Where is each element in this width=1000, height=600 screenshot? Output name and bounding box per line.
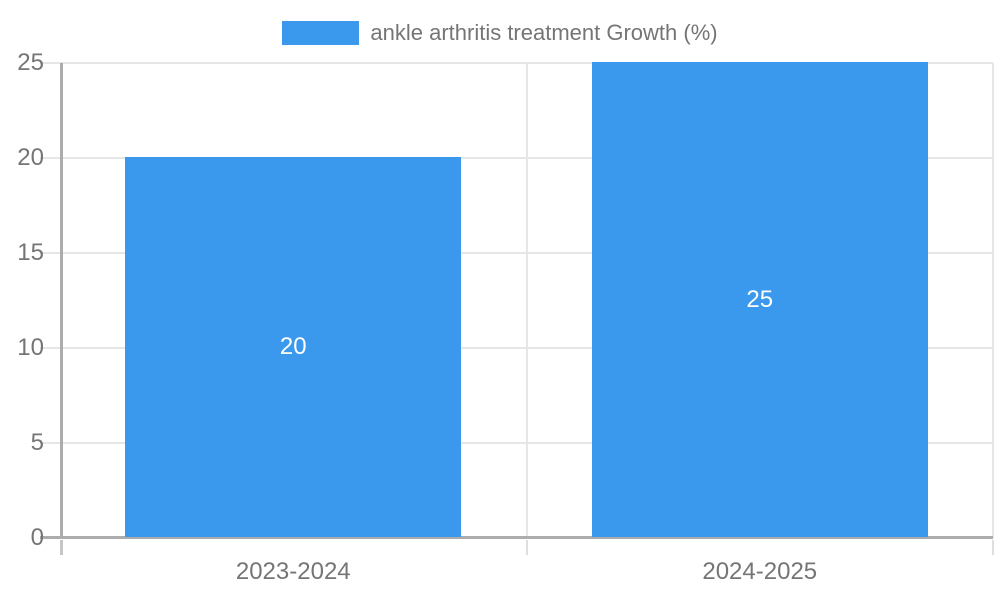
legend-label: ankle arthritis treatment Growth (%) — [370, 20, 718, 45]
y-tick-label: 25 — [17, 49, 44, 76]
legend-swatch — [282, 21, 360, 45]
y-axis-tick — [40, 252, 60, 254]
x-axis-tick — [992, 540, 994, 555]
bar[interactable]: 25 — [591, 62, 928, 537]
y-tick-label: 20 — [17, 144, 44, 171]
category-label: 2023-2024 — [235, 558, 351, 585]
y-tick-label: 0 — [30, 524, 44, 551]
y-tick-label: 15 — [17, 239, 44, 266]
bar-value-label: 20 — [279, 333, 307, 360]
gridline-vertical — [525, 63, 528, 538]
y-axis-tick — [40, 347, 60, 349]
y-axis-tick — [40, 157, 60, 159]
x-axis-tick — [525, 540, 528, 555]
y-axis-tick — [40, 62, 60, 64]
gridline-vertical — [992, 63, 994, 538]
legend[interactable]: ankle arthritis treatment Growth (%) — [0, 19, 1000, 47]
y-tick-label: 10 — [17, 334, 44, 361]
bar[interactable]: 20 — [125, 157, 462, 537]
y-axis-tick — [40, 442, 60, 444]
y-tick-label: 5 — [30, 429, 44, 456]
category-label: 2024-2025 — [702, 558, 818, 585]
plot-area: 20 25 — [40, 62, 994, 555]
bar-value-label: 25 — [746, 285, 774, 313]
x-axis-tick — [60, 540, 63, 555]
x-axis-line — [40, 536, 993, 539]
y-axis-line — [60, 63, 63, 538]
